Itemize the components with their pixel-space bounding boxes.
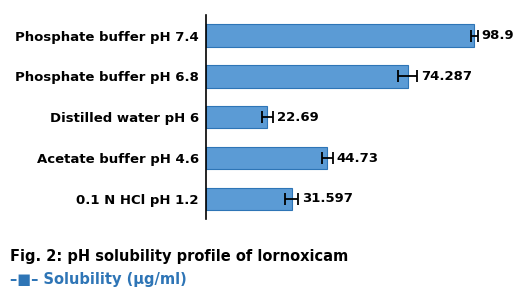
Bar [206,24,475,47]
Text: Fig. 2: pH solubility profile of lornoxicam: Fig. 2: pH solubility profile of lornoxi… [10,249,349,264]
Text: 74.287: 74.287 [421,70,472,83]
Bar [206,65,407,88]
Bar [206,147,327,169]
Text: 22.69: 22.69 [277,111,319,124]
Bar [206,106,267,128]
Bar [206,188,291,210]
Text: –■– Solubility (μg/ml): –■– Solubility (μg/ml) [10,272,187,287]
Text: 31.597: 31.597 [302,193,353,205]
Text: 98.9: 98.9 [482,29,514,42]
Text: 44.73: 44.73 [337,151,379,165]
